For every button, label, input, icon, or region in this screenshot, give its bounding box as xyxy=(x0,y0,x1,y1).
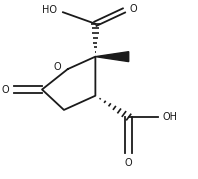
Text: O: O xyxy=(125,158,132,168)
Text: OH: OH xyxy=(162,112,177,122)
Text: HO: HO xyxy=(42,6,57,15)
Text: O: O xyxy=(130,4,137,14)
Text: O: O xyxy=(1,84,9,95)
Polygon shape xyxy=(95,52,129,62)
Text: O: O xyxy=(53,62,61,72)
